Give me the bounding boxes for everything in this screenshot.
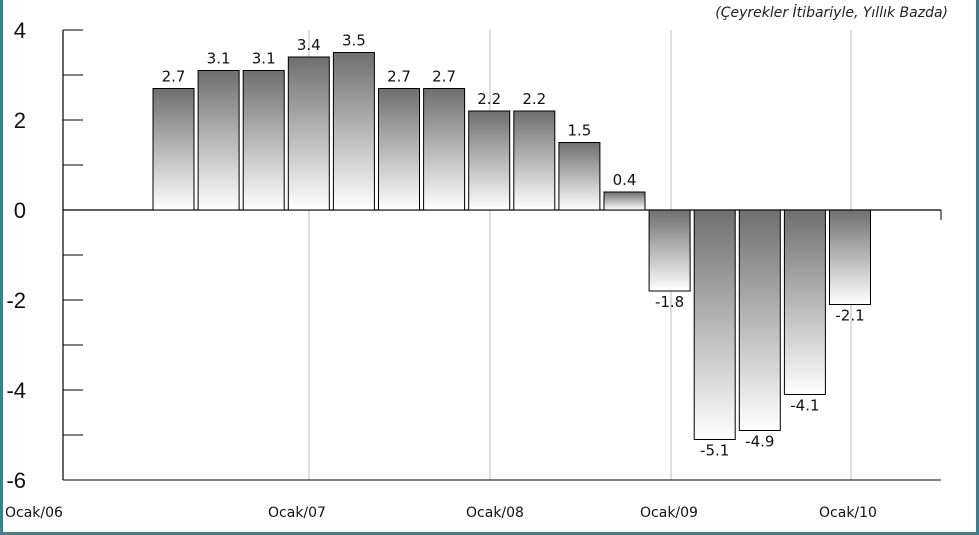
- data-label: 1.5: [567, 122, 591, 140]
- y-tick-label: -2: [6, 288, 26, 313]
- x-tick-label: Ocak/10: [819, 505, 877, 521]
- x-tick-label: Ocak/09: [640, 505, 698, 521]
- bars: [152, 52, 871, 440]
- bar: [558, 142, 601, 211]
- bar: [468, 110, 511, 211]
- chart-subtitle: (Çeyrekler İtibariyle, Yıllık Bazda): [715, 3, 948, 21]
- x-tick-label: Ocak/06: [5, 505, 63, 521]
- x-tick-labels: Ocak/06 Ocak/07 Ocak/08 Ocak/09 Ocak/10: [5, 505, 877, 521]
- bar: [783, 209, 826, 395]
- data-label: 0.4: [613, 171, 637, 189]
- data-label: 2.2: [522, 90, 546, 108]
- bar: [603, 191, 646, 211]
- bar: [693, 209, 736, 440]
- data-label: -5.1: [700, 442, 729, 460]
- bar: [332, 52, 375, 211]
- bar: [242, 70, 285, 211]
- y-tick-label: -6: [6, 468, 26, 493]
- y-tick-labels: 4 2 0 -2 -4 -6: [6, 18, 26, 493]
- data-label: 3.1: [252, 50, 276, 68]
- bar: [197, 70, 240, 211]
- bar: [378, 88, 420, 211]
- data-label: -1.8: [655, 293, 684, 311]
- data-label: 3.4: [297, 36, 321, 54]
- y-tick-label: 0: [14, 198, 26, 223]
- x-tick-label: Ocak/08: [466, 505, 524, 521]
- x-tick-label: Ocak/07: [268, 505, 326, 521]
- bar: [287, 56, 330, 211]
- bar: [423, 88, 466, 211]
- y-tick-label: 4: [14, 18, 26, 43]
- data-label: 2.2: [477, 90, 501, 108]
- data-labels: 2.7 3.1 3.1 3.4 3.5 2.7 2.7 2.2 2.2 1.5 0.4 -1.8 -5.…: [162, 32, 865, 460]
- bar: [152, 88, 195, 211]
- bar: [513, 110, 556, 211]
- data-label: 3.5: [342, 32, 366, 50]
- data-label: -2.1: [835, 307, 864, 325]
- y-tick-label: 2: [14, 108, 26, 133]
- bar: [738, 209, 781, 431]
- data-label: 2.7: [162, 68, 186, 86]
- data-label: 2.7: [432, 68, 456, 86]
- y-tick-label: -4: [6, 378, 26, 403]
- bar: [829, 209, 871, 305]
- data-label: -4.1: [790, 397, 819, 415]
- data-label: -4.9: [745, 433, 774, 451]
- data-label: 3.1: [207, 50, 231, 68]
- bar: [648, 209, 691, 292]
- data-label: 2.7: [387, 68, 411, 86]
